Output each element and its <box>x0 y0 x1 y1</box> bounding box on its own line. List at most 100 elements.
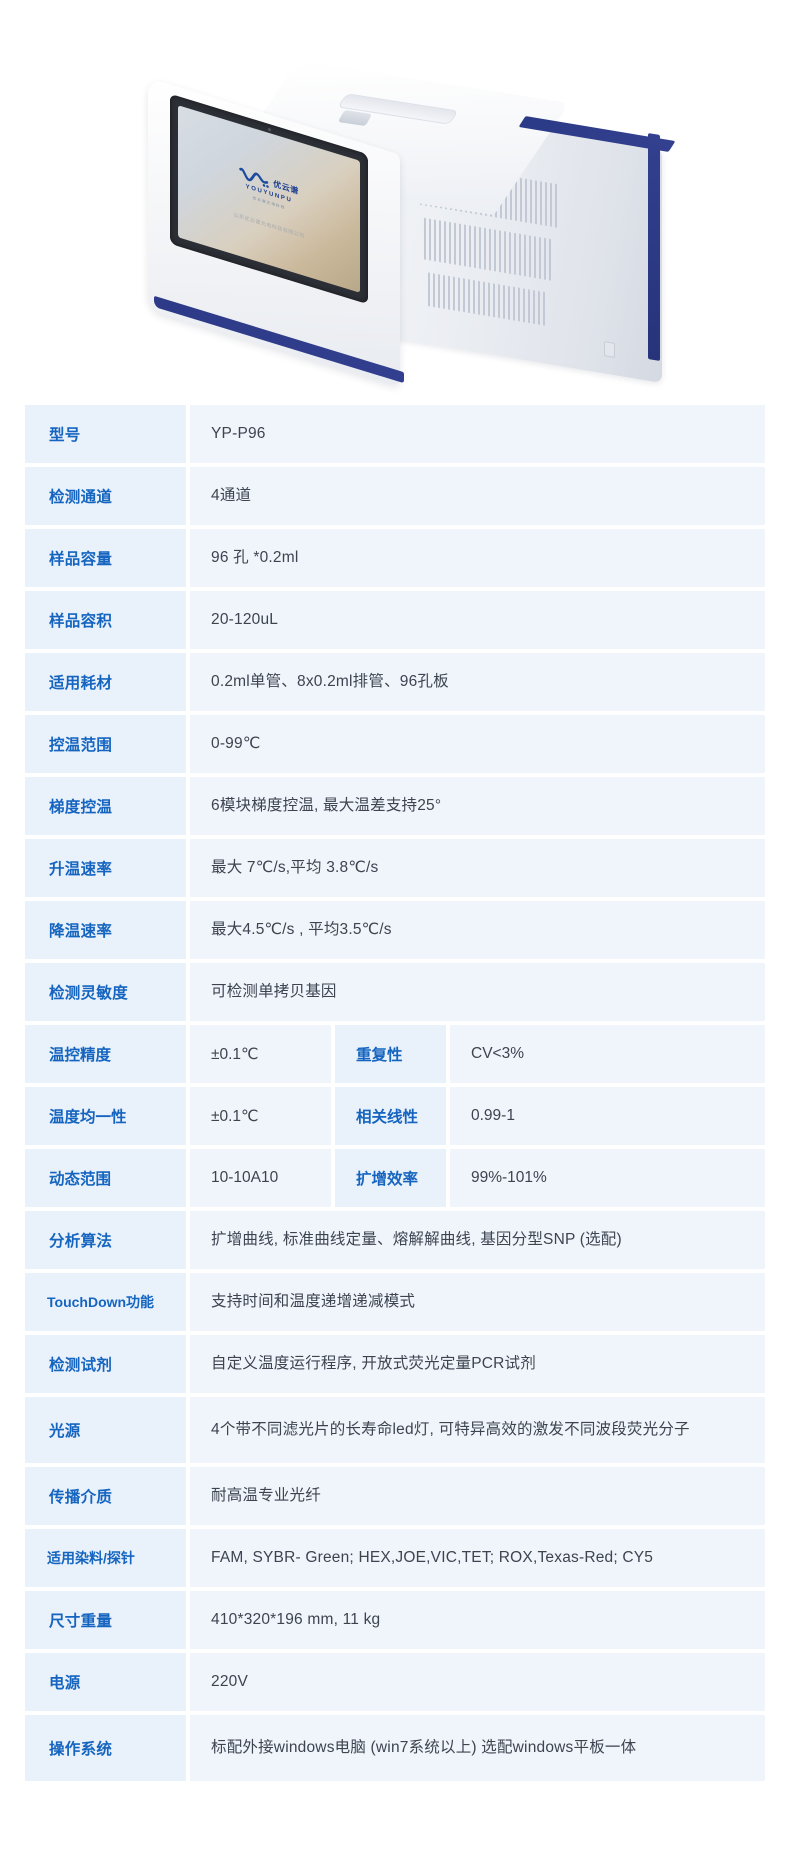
cell-divider <box>331 1087 335 1145</box>
spec-value: 4通道 <box>190 467 765 525</box>
spec-value: 扩增曲线, 标准曲线定量、熔解解曲线, 基因分型SNP (选配) <box>190 1211 765 1269</box>
spec-value-secondary: 0.99-1 <box>450 1087 765 1145</box>
navy-accent-edge <box>648 132 660 362</box>
table-row: 温控精度 ±0.1℃ 重复性 CV<3% <box>25 1025 765 1083</box>
spec-label: 传播介质 <box>25 1467 186 1525</box>
wave-logo-icon <box>239 167 270 188</box>
cell-divider <box>186 839 190 897</box>
cell-divider <box>186 1087 190 1145</box>
table-row: 检测试剂 自定义温度运行程序, 开放式荧光定量PCR试剂 <box>25 1335 765 1393</box>
spec-value-secondary: CV<3% <box>450 1025 765 1083</box>
spec-value: 最大4.5℃/s , 平均3.5℃/s <box>190 901 765 959</box>
spec-label: TouchDown功能 <box>25 1273 186 1331</box>
spec-value: 6模块梯度控温, 最大温差支持25° <box>190 777 765 835</box>
spec-value: 4个带不同滤光片的长寿命led灯, 可特异高效的激发不同波段荧光分子 <box>190 1397 765 1463</box>
spec-label: 分析算法 <box>25 1211 186 1269</box>
spec-value: YP-P96 <box>190 405 765 463</box>
usb-port-icon <box>604 341 615 358</box>
spec-label: 检测试剂 <box>25 1335 186 1393</box>
spec-label: 温控精度 <box>25 1025 186 1083</box>
spec-label: 样品容量 <box>25 529 186 587</box>
cell-divider <box>186 1335 190 1393</box>
cell-divider <box>186 653 190 711</box>
spec-value: ±0.1℃ <box>190 1087 331 1145</box>
spec-label: 控温范围 <box>25 715 186 773</box>
touchscreen-bezel: 优云谱 YOUYUNPU 优云谱光电科技 山东优云谱光电科技有限公司 <box>170 93 368 305</box>
spec-label: 适用染料/探针 <box>25 1529 186 1587</box>
cell-divider <box>186 1149 190 1207</box>
spec-value: 0-99℃ <box>190 715 765 773</box>
cell-divider <box>186 1467 190 1525</box>
spec-value: 自定义温度运行程序, 开放式荧光定量PCR试剂 <box>190 1335 765 1393</box>
table-row: 适用染料/探针 FAM, SYBR- Green; HEX,JOE,VIC,TET… <box>25 1529 765 1587</box>
cell-divider <box>186 1529 190 1587</box>
table-row: 升温速率 最大 7℃/s,平均 3.8℃/s <box>25 839 765 897</box>
cell-divider <box>331 1149 335 1207</box>
spec-label: 操作系统 <box>25 1715 186 1781</box>
spec-value: 410*320*196 mm, 11 kg <box>190 1591 765 1649</box>
table-row: 型号 YP-P96 <box>25 405 765 463</box>
table-row: 传播介质 耐高温专业光纤 <box>25 1467 765 1525</box>
spec-value: 20-120uL <box>190 591 765 649</box>
cell-divider <box>186 1211 190 1269</box>
cell-divider <box>186 1653 190 1711</box>
cell-divider <box>186 1025 190 1083</box>
spec-label-secondary: 扩增效率 <box>335 1149 446 1207</box>
table-row: 操作系统 标配外接windows电脑 (win7系统以上) 选配windows平板… <box>25 1715 765 1781</box>
table-row: 分析算法 扩增曲线, 标准曲线定量、熔解解曲线, 基因分型SNP (选配) <box>25 1211 765 1269</box>
spec-label: 型号 <box>25 405 186 463</box>
spec-label: 尺寸重量 <box>25 1591 186 1649</box>
spec-label: 升温速率 <box>25 839 186 897</box>
table-row: 电源 220V <box>25 1653 765 1711</box>
spec-value-secondary: 99%-101% <box>450 1149 765 1207</box>
cell-divider <box>186 777 190 835</box>
spec-value: 10-10A10 <box>190 1149 331 1207</box>
specification-table: 型号 YP-P96 检测通道 4通道 样品容量 96 孔 *0.2ml 样品容积 20-120… <box>25 405 765 1785</box>
spec-value: ±0.1℃ <box>190 1025 331 1083</box>
cell-divider <box>331 1025 335 1083</box>
spec-value: 支持时间和温度递增递减模式 <box>190 1273 765 1331</box>
cell-divider <box>446 1087 450 1145</box>
table-row: 样品容积 20-120uL <box>25 591 765 649</box>
cell-divider <box>186 1715 190 1781</box>
spec-label: 电源 <box>25 1653 186 1711</box>
table-row: 适用耗材 0.2ml单管、8x0.2ml排管、96孔板 <box>25 653 765 711</box>
cell-divider <box>186 963 190 1021</box>
product-hero-image: 优云谱 YOUYUNPU 优云谱光电科技 山东优云谱光电科技有限公司 <box>0 0 790 395</box>
spec-label: 检测通道 <box>25 467 186 525</box>
spec-label-secondary: 重复性 <box>335 1025 446 1083</box>
table-row: 样品容量 96 孔 *0.2ml <box>25 529 765 587</box>
cell-divider <box>446 1149 450 1207</box>
cell-divider <box>186 1591 190 1649</box>
cell-divider <box>186 405 190 463</box>
table-row: 温度均一性 ±0.1℃ 相关线性 0.99-1 <box>25 1087 765 1145</box>
spec-value: FAM, SYBR- Green; HEX,JOE,VIC,TET; ROX,T… <box>190 1529 765 1587</box>
spec-value: 220V <box>190 1653 765 1711</box>
cell-divider <box>186 901 190 959</box>
table-row: 尺寸重量 410*320*196 mm, 11 kg <box>25 1591 765 1649</box>
screen-company-name: 山东优云谱光电科技有限公司 <box>233 212 305 240</box>
spec-label: 温度均一性 <box>25 1087 186 1145</box>
table-row: 降温速率 最大4.5℃/s , 平均3.5℃/s <box>25 901 765 959</box>
cell-divider <box>186 591 190 649</box>
spec-label: 光源 <box>25 1397 186 1463</box>
spec-label-secondary: 相关线性 <box>335 1087 446 1145</box>
spec-value: 0.2ml单管、8x0.2ml排管、96孔板 <box>190 653 765 711</box>
cell-divider <box>446 1025 450 1083</box>
spec-label: 适用耗材 <box>25 653 186 711</box>
table-row: TouchDown功能 支持时间和温度递增递减模式 <box>25 1273 765 1331</box>
cell-divider <box>186 1273 190 1331</box>
spec-label: 样品容积 <box>25 591 186 649</box>
table-row: 检测灵敏度 可检测单拷贝基因 <box>25 963 765 1021</box>
power-port-icon <box>584 351 589 362</box>
table-row: 控温范围 0-99℃ <box>25 715 765 773</box>
spec-label: 降温速率 <box>25 901 186 959</box>
spec-label: 检测灵敏度 <box>25 963 186 1021</box>
spec-label: 梯度控温 <box>25 777 186 835</box>
table-row: 检测通道 4通道 <box>25 467 765 525</box>
table-row: 梯度控温 6模块梯度控温, 最大温差支持25° <box>25 777 765 835</box>
touchscreen-display[interactable]: 优云谱 YOUYUNPU 优云谱光电科技 山东优云谱光电科技有限公司 <box>178 105 360 293</box>
cell-divider <box>186 715 190 773</box>
cell-divider <box>186 529 190 587</box>
